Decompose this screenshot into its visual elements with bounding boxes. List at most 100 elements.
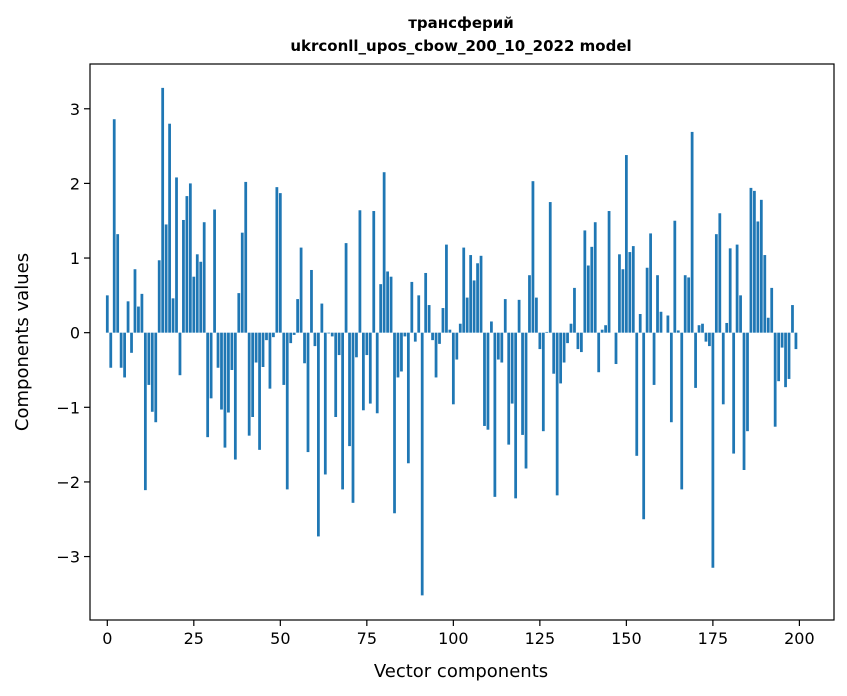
bar-12 [147, 332, 151, 385]
bar-123 [531, 181, 535, 333]
bar-154 [638, 314, 642, 333]
y-axis-label: Components values [12, 253, 33, 431]
bar-165 [676, 330, 680, 333]
bar-72 [355, 332, 358, 358]
bar-192 [770, 287, 774, 333]
bar-88 [410, 281, 414, 333]
bar-175 [711, 332, 715, 568]
bar-49 [275, 187, 279, 333]
bar-144 [604, 325, 607, 333]
bar-66 [334, 332, 338, 418]
bar-77 [372, 211, 376, 333]
bar-181 [732, 332, 736, 454]
bar-100 [451, 332, 455, 405]
bar-193 [773, 332, 777, 427]
bar-6 [126, 301, 130, 333]
bar-56 [299, 247, 303, 333]
x-axis-label: Vector components [374, 661, 548, 682]
bar-62 [320, 303, 324, 333]
bar-158 [652, 332, 656, 385]
bar-16 [161, 87, 165, 333]
bar-73 [358, 210, 362, 333]
bar-119 [517, 299, 521, 333]
bar-157 [649, 233, 652, 333]
bar-164 [673, 220, 677, 333]
bar-58 [306, 332, 310, 453]
bar-166 [680, 332, 684, 490]
y-tick-label: −2 [56, 473, 80, 492]
bar-115 [503, 299, 507, 333]
bar-167 [683, 275, 687, 333]
bar-185 [746, 332, 749, 432]
bar-79 [379, 284, 383, 333]
bar-5 [123, 332, 126, 378]
bar-20 [175, 177, 178, 333]
bar-131 [559, 332, 563, 384]
bar-150 [624, 155, 628, 333]
bar-128 [548, 202, 552, 333]
bar-147 [614, 332, 618, 365]
bar-32 [216, 332, 220, 368]
bar-178 [721, 332, 725, 405]
bar-179 [725, 322, 729, 333]
bar-118 [514, 332, 518, 499]
bar-93 [427, 305, 431, 333]
bar-153 [635, 332, 639, 456]
bar-133 [566, 332, 569, 344]
bar-173 [704, 332, 708, 342]
bar-54 [292, 332, 296, 335]
bar-198 [791, 305, 794, 333]
bar-63 [323, 332, 327, 475]
bar-197 [787, 332, 791, 379]
bar-126 [541, 332, 545, 432]
bar-17 [164, 224, 168, 333]
bar-182 [735, 244, 739, 333]
bar-13 [150, 332, 154, 412]
bar-89 [413, 332, 417, 342]
x-tick-label: 150 [611, 629, 642, 648]
bar-109 [483, 332, 486, 426]
bar-71 [351, 332, 355, 503]
bar-4 [119, 332, 123, 368]
bar-168 [687, 277, 691, 333]
bar-22 [182, 219, 185, 333]
bar-103 [462, 247, 466, 333]
bar-108 [479, 255, 483, 333]
bar-96 [438, 332, 441, 344]
bar-3 [116, 234, 120, 333]
bar-84 [396, 332, 400, 378]
bar-65 [330, 332, 334, 337]
bar-51 [282, 332, 286, 385]
bar-42 [251, 332, 255, 418]
bar-19 [171, 298, 175, 333]
bar-120 [521, 332, 524, 435]
bar-69 [344, 243, 348, 333]
bar-64 [327, 332, 331, 334]
bar-87 [406, 332, 410, 464]
bar-53 [289, 332, 293, 344]
bar-190 [763, 255, 767, 333]
bar-134 [569, 323, 573, 333]
bar-195 [780, 332, 784, 348]
bar-95 [434, 332, 438, 378]
bar-10 [140, 293, 144, 333]
bar-107 [476, 263, 479, 333]
bar-142 [597, 332, 601, 373]
bar-35 [227, 332, 230, 413]
bar-82 [389, 276, 393, 333]
plot-frame [89, 63, 835, 621]
bars-group [105, 87, 798, 596]
bar-91 [420, 332, 424, 596]
bar-25 [192, 276, 196, 333]
bar-78 [375, 332, 379, 414]
bar-199 [794, 332, 798, 350]
bar-45 [261, 332, 265, 368]
y-tick-label: −3 [56, 548, 80, 567]
bar-145 [607, 211, 611, 333]
bar-99 [448, 329, 452, 333]
bar-52 [285, 332, 289, 490]
bar-14 [154, 332, 158, 423]
bar-23 [185, 196, 189, 333]
bar-163 [669, 332, 673, 423]
bar-29 [206, 332, 210, 438]
